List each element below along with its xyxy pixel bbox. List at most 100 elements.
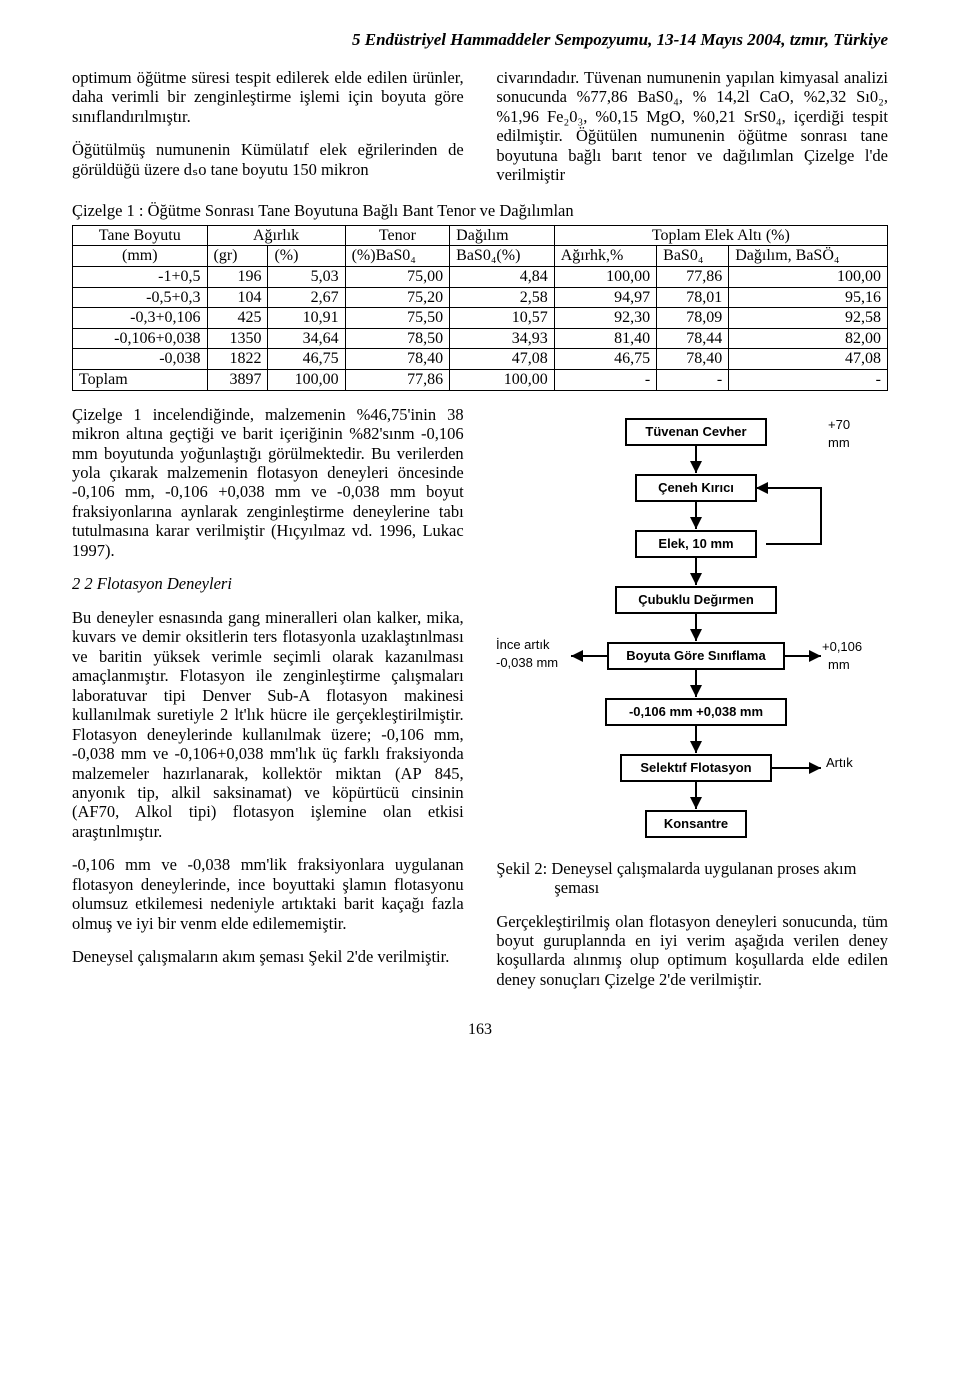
th: BaS0₄(%)	[450, 246, 555, 267]
table-cell: 100,00	[729, 267, 888, 288]
svg-text:Tüvenan Cevher: Tüvenan Cevher	[646, 424, 747, 439]
table-row: -0,038182246,7578,4047,0846,7578,4047,08	[73, 349, 888, 370]
th: Tane Boyutu	[73, 225, 208, 246]
svg-text:Boyuta Göre Sınıflama: Boyuta Göre Sınıflama	[627, 648, 767, 663]
table-cell: 75,50	[345, 308, 450, 329]
table-cell: -0,038	[73, 349, 208, 370]
svg-text:mm: mm	[828, 657, 850, 672]
table-cell: 75,20	[345, 287, 450, 308]
table-cell: 425	[207, 308, 268, 329]
th: Tenor	[345, 225, 450, 246]
table-cell: 75,00	[345, 267, 450, 288]
table-cell: -	[729, 369, 888, 390]
table-cell: 10,91	[268, 308, 345, 329]
para: civarındadır. Tüvenan numunenin yapılan …	[496, 68, 888, 185]
th: Toplam Elek Altı (%)	[554, 225, 887, 246]
svg-text:Selektıf Flotasyon: Selektıf Flotasyon	[641, 760, 752, 775]
para: Deneysel çalışmaların akım şeması Şekil …	[72, 947, 464, 966]
table-cell: 47,08	[729, 349, 888, 370]
table-cell: 100,00	[450, 369, 555, 390]
table-cell: 81,40	[554, 328, 656, 349]
table-cell: 77,86	[657, 267, 729, 288]
svg-text:Artık: Artık	[826, 755, 853, 770]
svg-text:İnce artık: İnce artık	[496, 637, 550, 652]
table-cell: -	[657, 369, 729, 390]
table-cell: 104	[207, 287, 268, 308]
table-cell: 100,00	[268, 369, 345, 390]
table-cell: 2,67	[268, 287, 345, 308]
table-cell: 94,97	[554, 287, 656, 308]
page-number: 163	[72, 1021, 888, 1039]
th: (mm)	[73, 246, 208, 267]
table-cell: 82,00	[729, 328, 888, 349]
svg-text:Elek, 10 mm: Elek, 10 mm	[659, 536, 734, 551]
th: BaS0₄	[657, 246, 729, 267]
table-cell: 46,75	[268, 349, 345, 370]
table-cell: -0,3+0,106	[73, 308, 208, 329]
table-cell: 34,93	[450, 328, 555, 349]
table-row: -0,106+0,038135034,6478,5034,9381,4078,4…	[73, 328, 888, 349]
running-header: 5 Endüstriyel Hammaddeler Sempozyumu, 13…	[72, 30, 888, 50]
svg-text:mm: mm	[828, 435, 850, 450]
para: Çizelge 1 incelendiğinde, malzemenin %46…	[72, 405, 464, 561]
table-cell: 34,64	[268, 328, 345, 349]
para: optimum öğütme süresi tespit edilerek el…	[72, 68, 464, 126]
svg-text:Çeneh Kırıcı: Çeneh Kırıcı	[658, 480, 734, 495]
table-cell: Toplam	[73, 369, 208, 390]
table-cell: 78,40	[345, 349, 450, 370]
table-row: -1+0,51965,0375,004,84100,0077,86100,00	[73, 267, 888, 288]
top-right-col: civarındadır. Tüvenan numunenin yapılan …	[496, 68, 888, 191]
table-cell: 78,44	[657, 328, 729, 349]
th: (%)BaS0₄	[345, 246, 450, 267]
table-row: -0,3+0,10642510,9175,5010,5792,3078,0992…	[73, 308, 888, 329]
th: Dağılım	[450, 225, 555, 246]
table-cell: 3897	[207, 369, 268, 390]
top-left-col: optimum öğütme süresi tespit edilerek el…	[72, 68, 464, 191]
th: (%)	[268, 246, 345, 267]
svg-text:Çubuklu Değırmen: Çubuklu Değırmen	[639, 592, 755, 607]
bottom-columns: Çizelge 1 incelendiğinde, malzemenin %46…	[72, 405, 888, 1004]
table-cell: 95,16	[729, 287, 888, 308]
table-cell: 1350	[207, 328, 268, 349]
data-table: Tane Boyutu Ağırlık Tenor Dağılım Toplam…	[72, 225, 888, 391]
th: Ağırhk,%	[554, 246, 656, 267]
th: Dağılım, BaSÖ₄	[729, 246, 888, 267]
table-cell: 77,86	[345, 369, 450, 390]
th: (gr)	[207, 246, 268, 267]
flowchart-figure: Tüvenan Cevher Çeneh Kırıcı Elek, 10 mm Çub…	[496, 409, 888, 849]
table-cell: 5,03	[268, 267, 345, 288]
table-cell: -	[554, 369, 656, 390]
table-cell: 92,30	[554, 308, 656, 329]
para: Öğütülmüş numunenin Kümülatıf elek eğril…	[72, 140, 464, 179]
table-caption: Çizelge 1 : Öğütme Sonrası Tane Boyutuna…	[72, 201, 888, 221]
table-cell: 47,08	[450, 349, 555, 370]
table-cell: 78,09	[657, 308, 729, 329]
table-cell: 2,58	[450, 287, 555, 308]
bottom-left-col: Çizelge 1 incelendiğinde, malzemenin %46…	[72, 405, 464, 1004]
th: Ağırlık	[207, 225, 345, 246]
top-columns: optimum öğütme süresi tespit edilerek el…	[72, 68, 888, 191]
table-cell: 78,40	[657, 349, 729, 370]
table-row: -0,5+0,31042,6775,202,5894,9778,0195,16	[73, 287, 888, 308]
svg-text:Konsantre: Konsantre	[664, 816, 728, 831]
table-cell: 196	[207, 267, 268, 288]
table-cell: 1822	[207, 349, 268, 370]
table-cell: 78,01	[657, 287, 729, 308]
table-cell: 10,57	[450, 308, 555, 329]
svg-text:+0,106: +0,106	[822, 639, 862, 654]
table-cell: 92,58	[729, 308, 888, 329]
table-cell: 100,00	[554, 267, 656, 288]
bottom-right-col: Tüvenan Cevher Çeneh Kırıcı Elek, 10 mm Çub…	[496, 405, 888, 1004]
para: -0,106 mm ve -0,038 mm'lik fraksiyonlara…	[72, 855, 464, 933]
section-heading: 2 2 Flotasyon Deneyleri	[72, 574, 464, 593]
table-row: Toplam3897100,0077,86100,00---	[73, 369, 888, 390]
figure-caption: Şekil 2: Deneysel çalışmalarda uygulanan…	[496, 859, 888, 898]
table-cell: 4,84	[450, 267, 555, 288]
para: Gerçekleştirilmiş olan flotasyon deneyle…	[496, 912, 888, 990]
svg-text:-0,106 mm +0,038 mm: -0,106 mm +0,038 mm	[629, 704, 763, 719]
table-cell: 46,75	[554, 349, 656, 370]
table-cell: -0,5+0,3	[73, 287, 208, 308]
svg-text:-0,038 mm: -0,038 mm	[496, 655, 558, 670]
para: Bu deneyler esnasında gang mineralleri o…	[72, 608, 464, 842]
flowchart-svg: Tüvenan Cevher Çeneh Kırıcı Elek, 10 mm Çub…	[496, 409, 888, 849]
